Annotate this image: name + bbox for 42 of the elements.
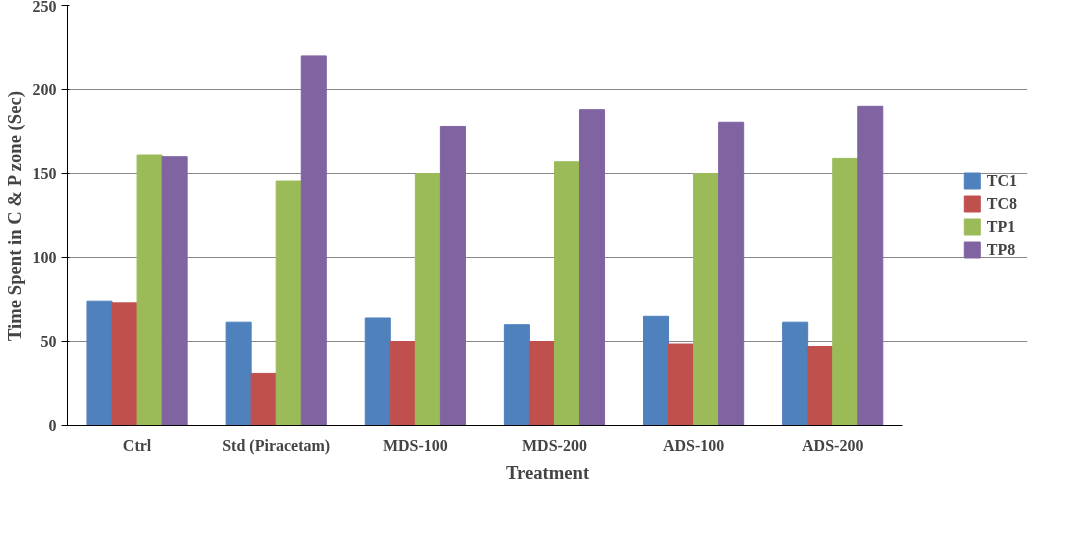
bar (389, 341, 416, 426)
bar (161, 156, 188, 426)
y-tick-label: 200 (32, 81, 57, 98)
bar (807, 346, 834, 426)
x-tick-label: Std (Piracetam) (222, 436, 331, 455)
y-tick-label: 150 (32, 165, 57, 182)
bar (528, 341, 555, 426)
bar (718, 121, 745, 426)
bar (414, 173, 441, 426)
legend-label: TC1 (986, 171, 1017, 190)
legend-label: TP1 (986, 217, 1016, 236)
x-tick-label: ADS-100 (662, 436, 725, 454)
x-axis-title: Treatment (505, 461, 590, 483)
y-axis-title: Time Spent in C & P zone (Sec) (3, 91, 26, 341)
bar (579, 109, 606, 426)
bar (643, 315, 670, 426)
bar (250, 372, 277, 426)
y-tick-label: 250 (32, 0, 57, 15)
bar (782, 321, 809, 426)
bar (503, 324, 530, 426)
bar (364, 317, 391, 426)
bar (553, 161, 580, 426)
x-tick-label: Ctrl (122, 436, 152, 454)
x-tick-label: MDS-200 (522, 436, 587, 454)
y-tick-label: 50 (40, 333, 57, 350)
bar (136, 154, 163, 426)
legend-label: TC8 (986, 194, 1017, 213)
bar (857, 105, 884, 426)
x-tick-label: MDS-100 (382, 436, 448, 454)
bar (86, 300, 113, 426)
y-tick-label: 0 (48, 417, 57, 434)
bar (668, 343, 695, 426)
legend-label: TP8 (986, 240, 1016, 259)
bar (111, 302, 138, 426)
bar (275, 180, 302, 426)
y-tick-label: 100 (32, 249, 57, 266)
bar (225, 321, 252, 426)
bar (693, 173, 720, 426)
bar (439, 125, 466, 426)
bar (300, 55, 327, 426)
x-tick-label: ADS-200 (802, 436, 864, 454)
bar (832, 157, 859, 426)
